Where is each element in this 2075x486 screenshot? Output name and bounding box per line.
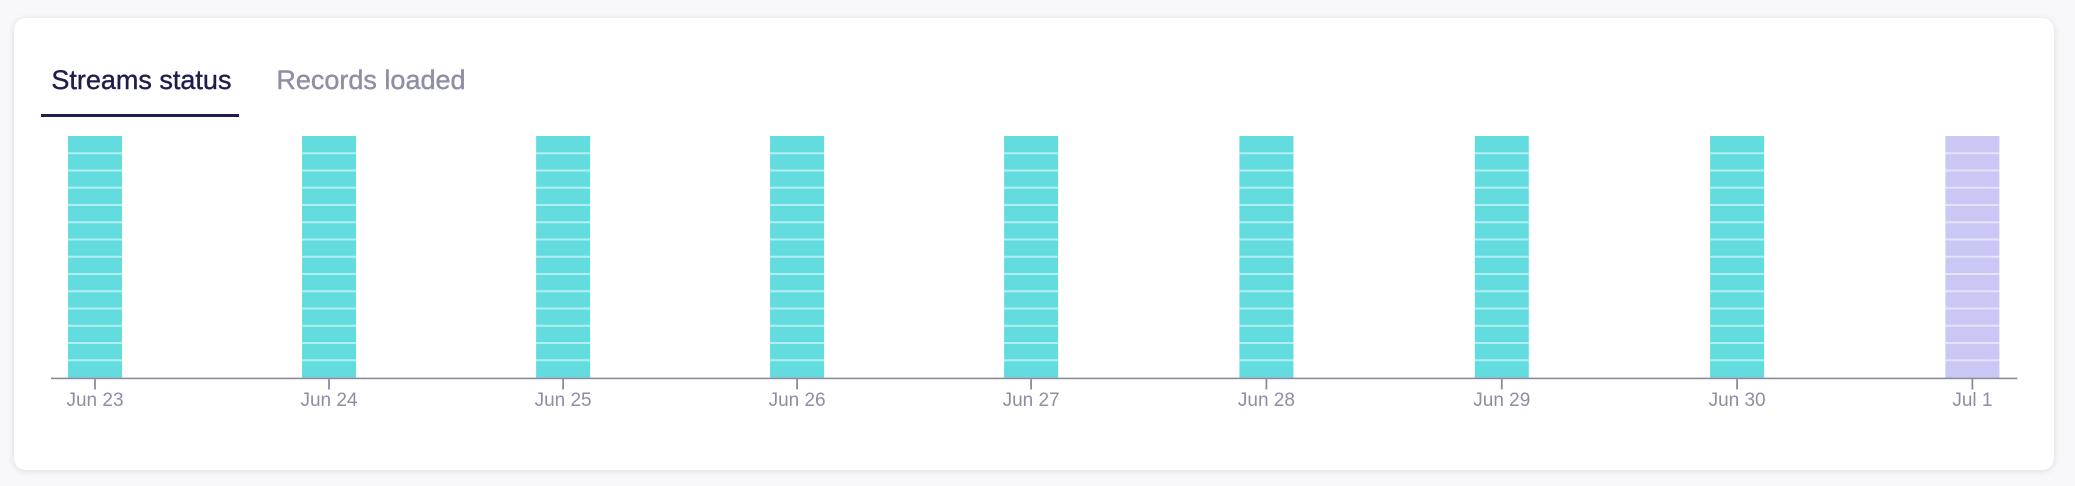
svg-text:Jun 26: Jun 26 <box>769 390 826 411</box>
svg-text:Jun 27: Jun 27 <box>1003 390 1060 411</box>
svg-text:Jun 29: Jun 29 <box>1473 390 1530 411</box>
svg-text:Jun 25: Jun 25 <box>535 390 592 411</box>
svg-text:Jun 23: Jun 23 <box>66 390 123 411</box>
svg-text:Jul 1: Jul 1 <box>1952 390 1992 411</box>
svg-text:Jun 28: Jun 28 <box>1238 390 1295 411</box>
svg-text:Jun 30: Jun 30 <box>1709 390 1766 411</box>
svg-text:Jun 24: Jun 24 <box>300 390 357 411</box>
